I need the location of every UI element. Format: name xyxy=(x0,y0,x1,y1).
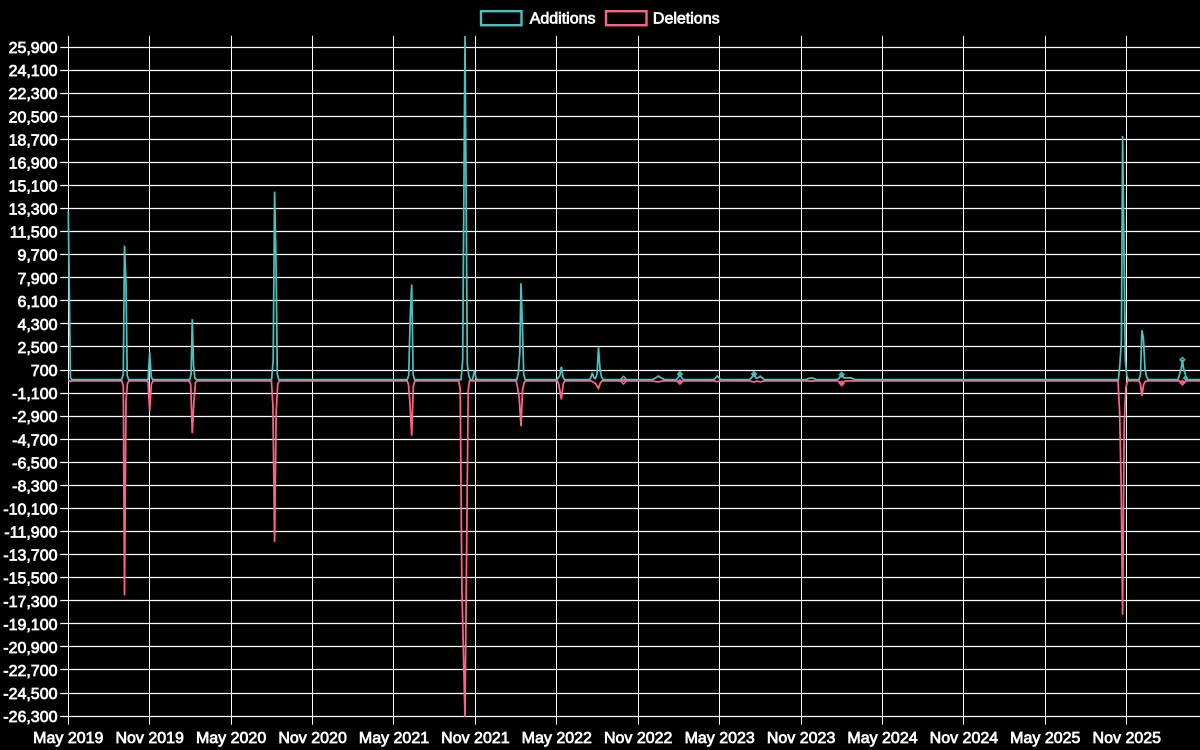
svg-text:20,500: 20,500 xyxy=(9,109,58,126)
svg-text:May 2024: May 2024 xyxy=(847,730,917,747)
svg-text:6,100: 6,100 xyxy=(17,294,57,311)
svg-text:2,500: 2,500 xyxy=(17,340,57,357)
svg-text:16,900: 16,900 xyxy=(9,155,58,172)
svg-text:-4,700: -4,700 xyxy=(12,432,57,449)
svg-text:13,300: 13,300 xyxy=(9,202,58,219)
svg-text:-8,300: -8,300 xyxy=(12,478,57,495)
svg-text:May 2022: May 2022 xyxy=(522,730,592,747)
svg-text:11,500: 11,500 xyxy=(10,225,58,242)
svg-text:-10,100: -10,100 xyxy=(3,502,57,519)
svg-text:May 2021: May 2021 xyxy=(359,730,429,747)
svg-text:-26,300: -26,300 xyxy=(3,709,57,726)
svg-text:-24,500: -24,500 xyxy=(3,686,57,703)
svg-text:-20,900: -20,900 xyxy=(3,640,57,657)
svg-text:May 2023: May 2023 xyxy=(685,730,755,747)
svg-text:700: 700 xyxy=(31,363,58,380)
svg-text:-17,300: -17,300 xyxy=(3,594,57,611)
svg-text:Nov 2023: Nov 2023 xyxy=(767,730,836,747)
svg-text:-2,900: -2,900 xyxy=(12,409,57,426)
svg-text:Nov 2025: Nov 2025 xyxy=(1093,730,1162,747)
svg-text:-19,100: -19,100 xyxy=(3,617,57,634)
svg-text:-22,700: -22,700 xyxy=(3,663,57,680)
svg-text:Deletions: Deletions xyxy=(653,10,720,27)
svg-text:22,300: 22,300 xyxy=(9,86,58,103)
svg-text:May 2020: May 2020 xyxy=(196,730,266,747)
svg-text:Nov 2024: Nov 2024 xyxy=(930,730,999,747)
svg-text:18,700: 18,700 xyxy=(9,132,58,149)
svg-text:-1,100: -1,100 xyxy=(12,386,57,403)
svg-text:Additions: Additions xyxy=(530,10,596,27)
svg-text:-15,500: -15,500 xyxy=(3,571,57,588)
svg-text:Nov 2019: Nov 2019 xyxy=(115,730,184,747)
svg-text:24,100: 24,100 xyxy=(9,63,58,80)
svg-text:Nov 2022: Nov 2022 xyxy=(604,730,673,747)
svg-text:Nov 2021: Nov 2021 xyxy=(441,730,510,747)
svg-text:-13,700: -13,700 xyxy=(3,548,57,565)
svg-text:25,900: 25,900 xyxy=(9,40,58,57)
svg-text:Nov 2020: Nov 2020 xyxy=(278,730,347,747)
svg-text:7,900: 7,900 xyxy=(17,271,57,288)
svg-text:May 2025: May 2025 xyxy=(1010,730,1080,747)
svg-text:-11,900: -11,900 xyxy=(4,525,57,542)
svg-text:-6,500: -6,500 xyxy=(12,455,57,472)
svg-text:4,300: 4,300 xyxy=(17,317,57,334)
svg-text:9,700: 9,700 xyxy=(17,248,57,265)
svg-text:15,100: 15,100 xyxy=(9,179,58,196)
svg-text:May 2019: May 2019 xyxy=(33,730,103,747)
